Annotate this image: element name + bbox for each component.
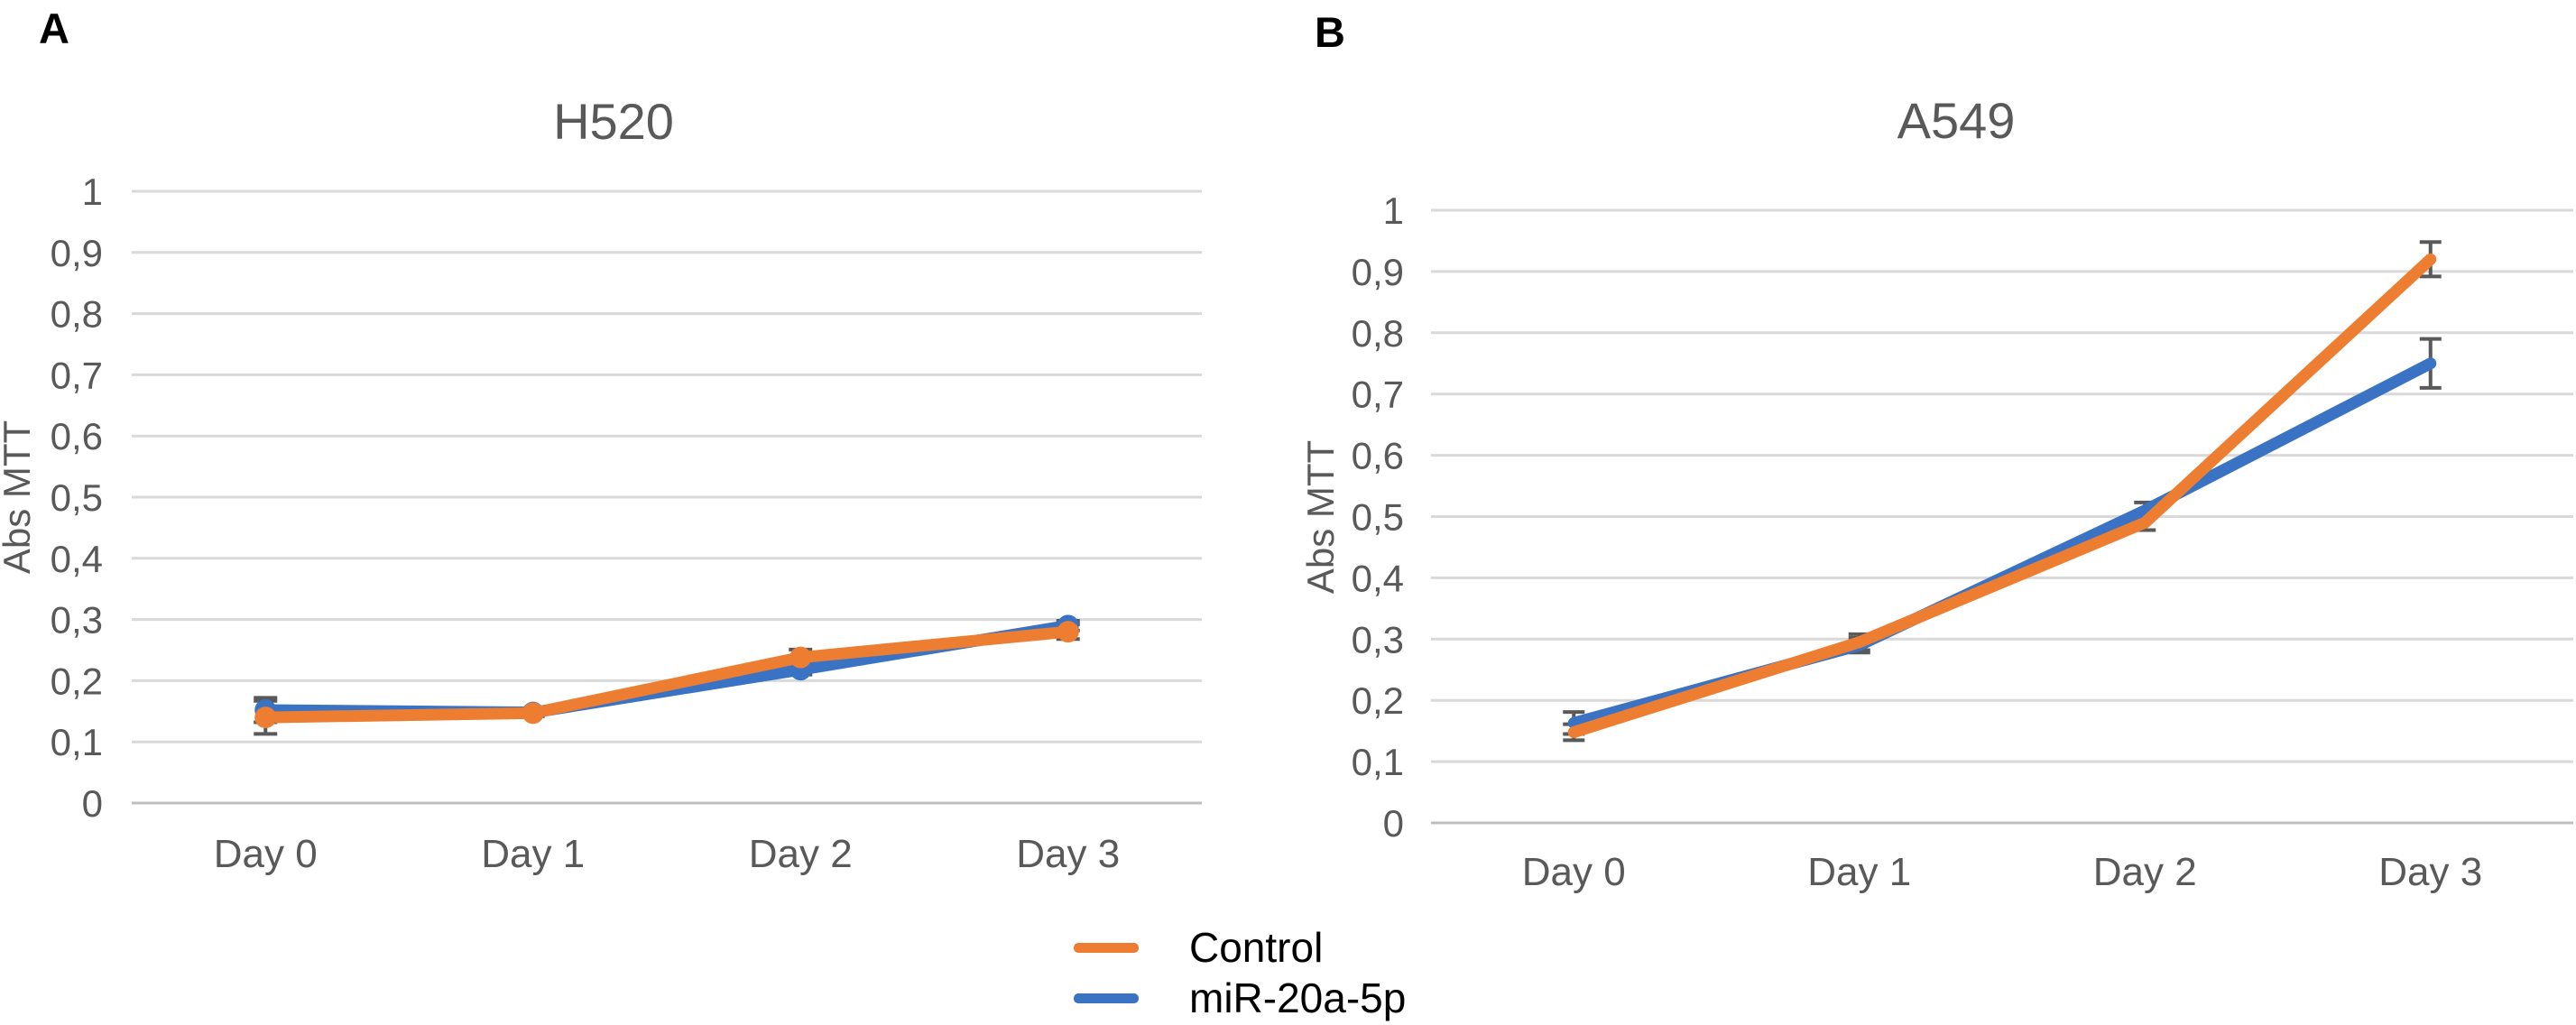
y-tick-label: 0,5: [51, 476, 103, 519]
y-axis-title: Abs MTT: [0, 420, 38, 574]
y-tick-label: 0,8: [51, 293, 103, 336]
series-line-mir-20a-5p: [1567, 357, 2437, 729]
y-tick-label: 1: [82, 171, 103, 213]
y-tick-label: 0,9: [1352, 251, 1404, 293]
y-tick-label: 0,8: [1352, 312, 1404, 355]
series-line-control: [259, 625, 1075, 724]
y-tick-label: 0,3: [51, 599, 103, 642]
y-tick-label: 0,7: [51, 354, 103, 396]
legend-item-control: Control: [1074, 922, 1406, 973]
series-marker-control: [522, 702, 544, 725]
x-category-label: Day 0: [1522, 850, 1626, 894]
x-category-label: Day 3: [1016, 832, 1120, 876]
y-tick-label: 0,2: [51, 660, 103, 702]
y-tick-label: 0: [82, 782, 103, 825]
x-category-label: Day 2: [749, 832, 853, 876]
legend-swatch-control: [1074, 942, 1139, 953]
legend-label-mir-20a-5p: miR-20a-5p: [1189, 974, 1407, 1021]
y-tick-label: 1: [1383, 189, 1404, 232]
legend-label-control: Control: [1189, 924, 1324, 971]
y-tick-label: 0,4: [51, 538, 103, 580]
series-marker-control: [789, 646, 812, 669]
y-tick-label: 0,7: [1352, 374, 1404, 416]
series-marker-control: [254, 706, 277, 729]
series-line-control: [1567, 253, 2437, 739]
chart-title-a549: A549: [1897, 92, 2016, 149]
panel-label-a: A: [39, 5, 69, 52]
y-tick-label: 0,9: [51, 232, 103, 274]
chart-legend: Control miR-20a-5p: [1074, 922, 1406, 1023]
panel-label-b: B: [1315, 8, 1345, 56]
x-category-label: Day 1: [481, 832, 585, 876]
y-tick-label: 0,3: [1352, 618, 1404, 660]
y-tick-label: 0,1: [51, 721, 103, 763]
y-tick-label: 0: [1383, 802, 1404, 845]
y-tick-label: 0,6: [1352, 435, 1404, 477]
y-tick-label: 0,6: [51, 415, 103, 457]
x-category-label: Day 0: [214, 832, 318, 876]
x-category-label: Day 2: [2093, 850, 2197, 894]
chart-title-h520: H520: [553, 93, 674, 150]
x-category-label: Day 1: [1807, 850, 1911, 894]
y-tick-label: 0,5: [1352, 496, 1404, 539]
legend-item-mir-20a-5p: miR-20a-5p: [1074, 973, 1406, 1023]
x-category-label: Day 3: [2378, 850, 2482, 894]
y-tick-label: 0,1: [1352, 741, 1404, 783]
series-marker-control: [1057, 621, 1079, 643]
y-axis-title: Abs MTT: [1299, 440, 1342, 594]
legend-swatch-mir-20a-5p: [1074, 993, 1139, 1003]
y-tick-label: 0,4: [1352, 557, 1404, 599]
y-tick-label: 0,2: [1352, 679, 1404, 722]
